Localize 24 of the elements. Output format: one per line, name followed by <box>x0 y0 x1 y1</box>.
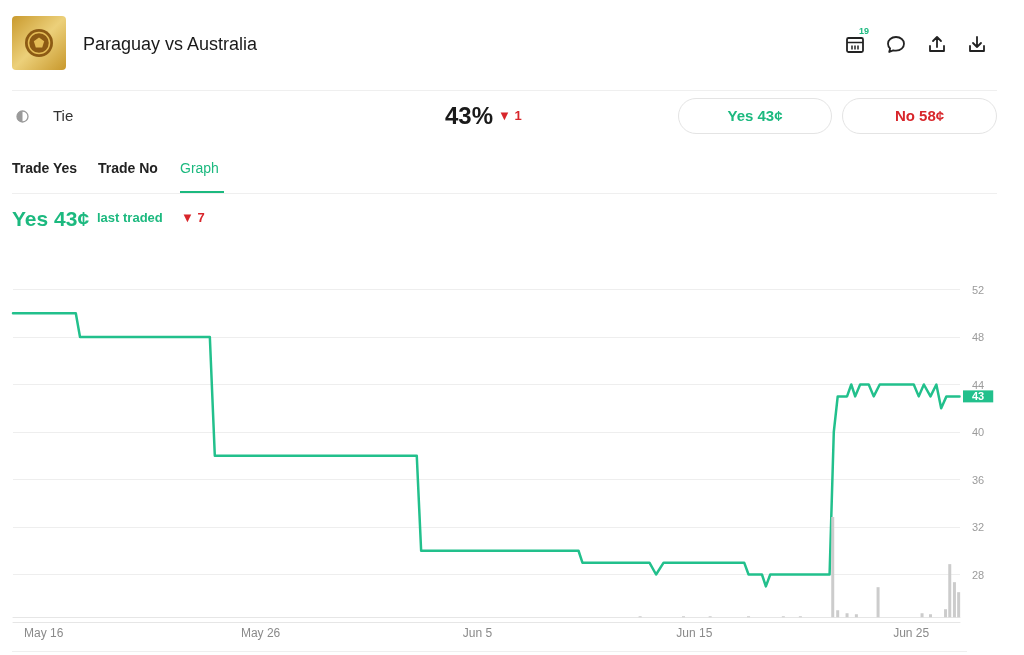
x-tick-label: May 26 <box>240 626 281 641</box>
text: Yes 43¢ <box>12 206 90 232</box>
text: Tie <box>53 107 74 125</box>
text: Trade No <box>98 159 158 177</box>
x-tick-label: Jun 15 <box>676 626 713 641</box>
y-tick-label: 32 <box>972 521 985 533</box>
text: Trade Yes <box>12 159 78 177</box>
chart-title: Paraguay vs Australia <box>83 33 258 55</box>
y-tick-label: 44 <box>972 378 985 391</box>
text: Graph <box>180 159 219 177</box>
text: ▼ 7 <box>181 209 205 226</box>
y-tick-label: 28 <box>972 568 985 581</box>
x-tick-label: Jun 25 <box>893 626 930 641</box>
y-tick-label: 48 <box>972 331 985 343</box>
text: 19 <box>859 25 870 37</box>
y-tick-label: 52 <box>972 283 985 296</box>
x-tick-label: May 16 <box>24 626 64 641</box>
text: 43% <box>445 102 494 130</box>
x-tick-label: Jun 5 <box>462 626 493 641</box>
annotation: 43 <box>972 390 985 403</box>
text: ▼ 1 <box>498 107 522 124</box>
y-tick-label: 36 <box>972 473 985 486</box>
text: last traded <box>97 209 163 226</box>
y-tick-label: 40 <box>972 426 985 438</box>
